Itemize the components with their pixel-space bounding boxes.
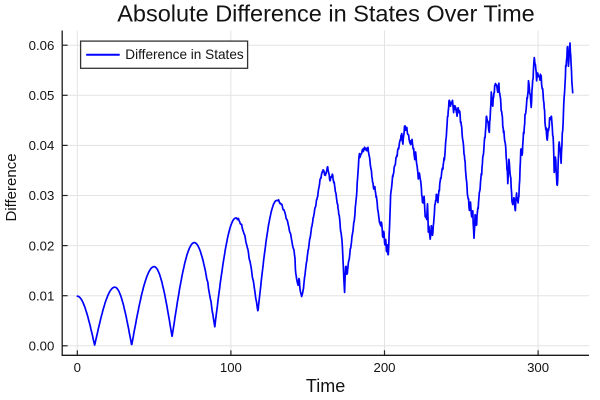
svg-text:0.00: 0.00 — [29, 339, 55, 354]
svg-text:200: 200 — [373, 360, 395, 375]
svg-text:Difference in States: Difference in States — [125, 47, 244, 62]
svg-text:0.06: 0.06 — [29, 38, 55, 53]
svg-text:300: 300 — [527, 360, 549, 375]
svg-text:Time: Time — [306, 376, 345, 396]
svg-text:Difference: Difference — [3, 153, 20, 221]
svg-text:0: 0 — [74, 360, 81, 375]
svg-text:100: 100 — [220, 360, 242, 375]
svg-text:0.05: 0.05 — [29, 88, 55, 103]
svg-text:0.04: 0.04 — [29, 138, 55, 153]
svg-text:0.02: 0.02 — [29, 238, 55, 253]
svg-text:0.03: 0.03 — [29, 188, 55, 203]
svg-text:0.01: 0.01 — [29, 288, 55, 303]
svg-text:Absolute Difference in States: Absolute Difference in States Over Time — [117, 1, 535, 27]
